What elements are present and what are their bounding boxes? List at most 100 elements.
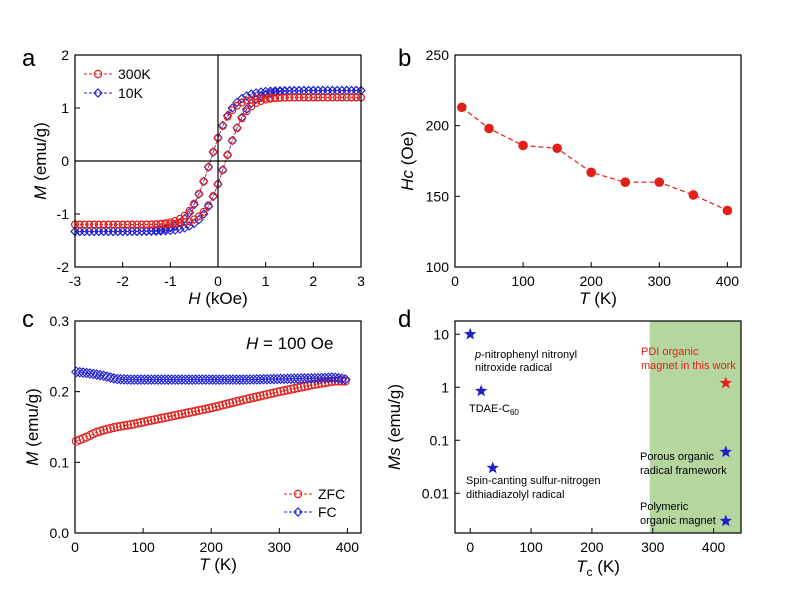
data-point-300k [175,219,184,228]
data-point-fc [108,373,120,384]
data-point-300k [199,207,208,216]
data-point-300k [352,93,361,102]
data-point-10k [156,225,166,235]
data-point-fc [88,368,99,380]
data-point-zfc [269,388,279,398]
panel-c: 0 100 200 300 400 0.0 0.1 0.2 0.3 H = 100 Oe ZFC… [23,313,362,574]
panel-b-xtick-label: 200 [580,273,604,289]
panel-d-xtick-label: 0 [466,539,474,555]
data-point-300k [304,93,313,102]
data-point-10k [208,191,219,202]
data-point-300k [161,219,170,228]
data-point-300k [209,192,218,200]
data-point-hc [518,140,528,151]
data-point-10k [241,91,252,101]
panel-d-marks [464,327,732,527]
data-point-300k [337,93,346,102]
data-point-300k [204,163,213,171]
panel-a-ylabel-unit: (emu/g) [31,122,50,185]
data-point-zfc [248,393,258,403]
annotation-nitronyl-line2: nitroxide radical [475,362,552,374]
data-point-zfc [119,421,129,431]
data-point-300k [247,95,256,104]
data-point-300k [223,151,232,159]
annotation-nitronyl-line1: p-nitrophenyl nitronyl [474,349,577,361]
data-point-10k [184,207,195,218]
data-point-zfc [211,402,221,412]
legend-marker-300k [93,69,103,79]
data-point-hc [654,177,665,187]
data-point-fc [74,366,86,378]
data-point-zfc [173,410,184,420]
panel-c-ticks: 0 100 200 300 400 0.0 0.1 0.2 0.3 [50,313,360,555]
panel-b-ylabel-unit: (Oe) [398,131,417,170]
data-point-300k [142,220,151,229]
panel-d-xtick-label: 100 [519,539,543,555]
data-point-fc [105,372,116,383]
panel-a-xtick-label: 3 [357,273,365,289]
panel-c-xtick-label: 300 [268,539,292,555]
data-point-10k [275,86,285,97]
data-point-zfc [150,415,160,425]
panel-d-ticks: 0 100 200 300 400 0.01 0.1 1 10 [422,326,726,555]
panel-c-ylabel: M (emu/g) [23,388,42,465]
panel-b-xlabel-var: T [579,289,591,308]
data-point-zfc [139,417,150,427]
annotation-pdi-line2: magnet in this work [641,360,736,372]
panel-a-ytick-label: 2 [61,47,69,63]
data-point-zfc [204,403,214,413]
panel-b-marks [457,102,733,216]
data-point-300k [194,189,203,198]
panel-d-ytick-label: 0.1 [430,432,450,448]
annotation-spin-canting-line2: dithiadiazolyl radical [466,489,564,501]
data-point-300k [194,212,203,221]
data-point-300k [99,220,108,229]
data-point-hc [688,190,699,200]
data-point-zfc [109,422,119,433]
panel-d-xtick-label: 400 [702,539,726,555]
panel-c-ylabel-var: M [23,451,42,466]
data-point-zfc [105,423,115,433]
panel-d-ylabel: Ms (emu/g) [385,384,404,470]
panel-a-ytick-label: -1 [57,206,70,222]
data-point-300k [75,220,84,229]
annotation-tdae-sub: 60 [510,408,519,417]
panel-d-xlabel: Tc (K) [576,557,620,579]
panel-c-legend: ZFC FC [284,486,345,520]
data-point-300k [133,220,141,229]
data-point-zfc [133,418,143,428]
data-point-zfc [143,416,153,426]
data-point-300k [261,93,270,102]
data-point-300k [309,93,318,102]
legend-marker-fc [293,507,303,517]
data-point-10k [170,225,180,235]
data-point-300k [94,220,103,229]
data-point-10k [251,88,261,98]
panel-d-frame [454,320,742,534]
legend-marker-zfc [293,489,303,499]
data-point-fc [101,371,113,383]
panel-c-title-var: H [246,334,259,353]
data-point-zfc [286,384,296,394]
panel-d-xlabel-sub: c [587,565,593,579]
data-point-300k [118,220,127,229]
panel-c-xlabel: T (K) [199,555,237,574]
data-point-300k [199,177,208,186]
data-point-10k [265,88,276,98]
panel-b-ylabel: Hc (Oe) [398,131,417,191]
data-point-zfc [235,396,245,406]
data-point-fc [77,367,89,379]
data-point-300k [256,94,265,103]
data-point-300k [104,220,113,229]
panel-a-ytick-label: -2 [57,259,70,275]
data-point-zfc [228,397,238,408]
data-point-zfc [252,392,262,402]
data-point-300k [190,199,199,208]
data-point-300k [204,201,213,210]
data-point-fc [333,372,344,384]
data-point-fc [98,370,109,382]
data-point-10k [208,147,219,157]
data-point-zfc [194,405,204,416]
